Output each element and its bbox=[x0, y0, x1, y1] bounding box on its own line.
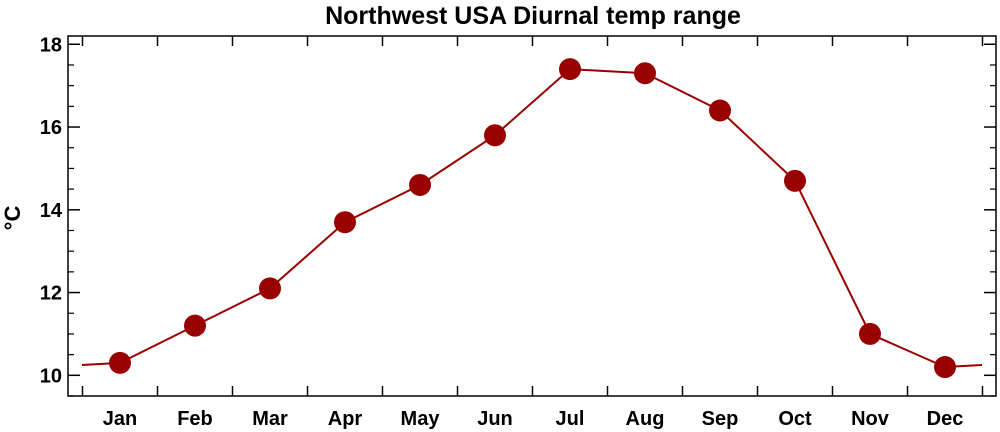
tick-labels: 10 12 14 16 18 Jan Feb Mar Apr May Jun Jul Aug Sep Oct… bbox=[40, 34, 964, 430]
x-tick-label-aug: Aug bbox=[626, 408, 665, 430]
data-point-mar bbox=[259, 277, 281, 300]
plot-frame bbox=[67, 35, 997, 397]
data-point-feb bbox=[184, 314, 206, 337]
y-tick-label: 16 bbox=[40, 117, 62, 139]
data-point-jan bbox=[109, 351, 131, 374]
x-tick-label-feb: Feb bbox=[177, 408, 213, 430]
x-tick-label-apr: Apr bbox=[328, 408, 363, 430]
data-point-dec bbox=[934, 356, 956, 379]
axis-ticks bbox=[68, 36, 996, 397]
y-tick-label: 14 bbox=[40, 200, 63, 222]
chart-title: Northwest USA Diurnal temp range bbox=[325, 2, 741, 30]
series-layer bbox=[81, 58, 983, 379]
y-tick-label: 18 bbox=[40, 34, 62, 56]
x-tick-label-dec: Dec bbox=[927, 408, 964, 430]
y-axis-label: °C bbox=[0, 206, 25, 231]
x-tick-label-jul: Jul bbox=[556, 408, 585, 430]
data-point-jul bbox=[559, 58, 581, 81]
x-tick-label-nov: Nov bbox=[851, 408, 890, 430]
x-tick-label-may: May bbox=[401, 408, 441, 430]
x-tick-label-mar: Mar bbox=[252, 408, 288, 430]
data-point-may bbox=[409, 173, 431, 196]
y-tick-label: 12 bbox=[40, 283, 62, 305]
x-tick-label-sep: Sep bbox=[702, 408, 739, 430]
data-point-aug bbox=[634, 62, 656, 85]
x-tick-label-jun: Jun bbox=[477, 408, 513, 430]
x-tick-label-oct: Oct bbox=[778, 408, 812, 430]
y-tick-label: 10 bbox=[40, 365, 62, 387]
data-point-jun bbox=[484, 124, 506, 147]
series-line bbox=[81, 68, 983, 369]
data-point-oct bbox=[784, 169, 806, 192]
data-point-sep bbox=[709, 99, 731, 122]
data-point-apr bbox=[334, 211, 356, 234]
x-tick-label-jan: Jan bbox=[103, 408, 137, 430]
data-point-nov bbox=[859, 322, 881, 345]
